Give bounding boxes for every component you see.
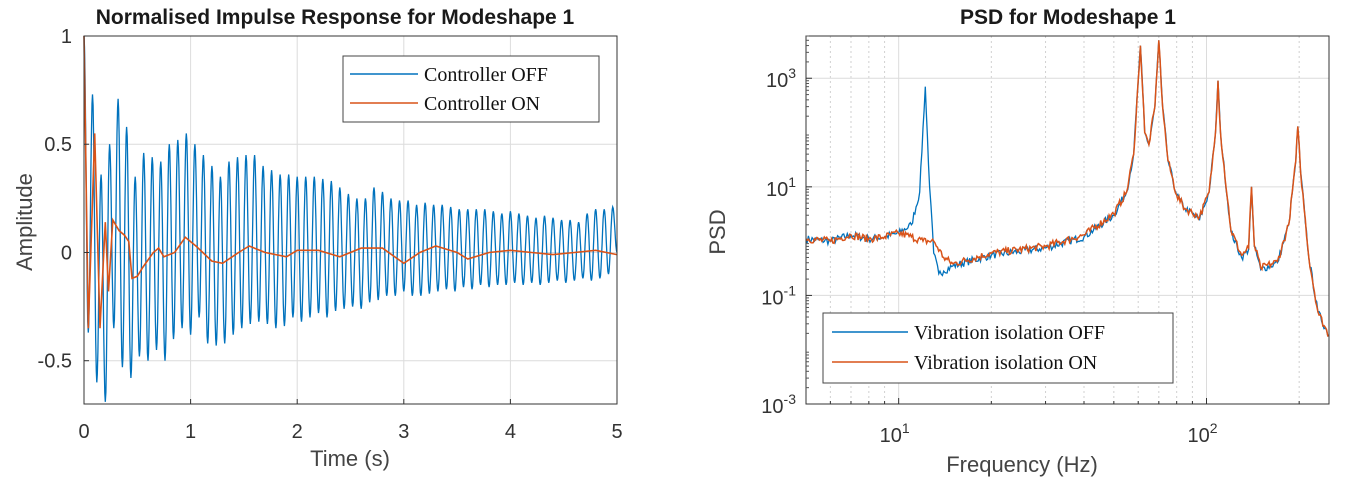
chart-title: PSD for Modeshape 1 (960, 6, 1176, 29)
x-tick-label: 101 (880, 420, 910, 447)
plot-frame (805, 35, 1330, 405)
x-tick-label: 0 (78, 421, 89, 443)
chart-title: Normalised Impulse Response for Modeshap… (96, 6, 575, 29)
y-axis-label: PSD (705, 209, 730, 254)
x-axis-label: Time (s) (310, 446, 390, 471)
y-tick-label: 0 (61, 242, 72, 264)
x-tick-label: 3 (398, 421, 409, 443)
series-line-controller-on (83, 35, 618, 329)
legend: Controller OFF Controller ON (342, 55, 600, 123)
legend-label-controller-off: Controller OFF (424, 64, 548, 86)
y-tick-label: 0.5 (44, 134, 72, 156)
legend-label-isolation-on: Vibration isolation ON (914, 352, 1097, 374)
y-tick-label: 10-3 (761, 391, 796, 418)
psd-chart: PSD for Modeshape 1 101 102 103 101 10-1 10-3… (705, 6, 1330, 477)
y-tick-label: 10-1 (761, 282, 796, 309)
x-tick-label: 5 (611, 421, 622, 443)
x-axis-label: Frequency (Hz) (946, 452, 1098, 477)
series-line-isolation-on (805, 40, 1330, 337)
y-tick-label: 103 (766, 65, 796, 92)
x-tick-label: 2 (292, 421, 303, 443)
x-tick-label: 1 (185, 421, 196, 443)
legend-label-isolation-off: Vibration isolation OFF (914, 322, 1105, 344)
y-tick-label: 101 (766, 174, 796, 201)
x-tick-label: 102 (1187, 420, 1217, 447)
y-tick-label: 1 (61, 26, 72, 48)
y-axis-label: Amplitude (12, 173, 37, 271)
legend-label-controller-on: Controller ON (424, 93, 540, 115)
y-tick-label: -0.5 (38, 351, 72, 373)
impulse-response-chart: Normalised Impulse Response for Modeshap… (12, 6, 623, 471)
legend: Vibration isolation OFF Vibration isolat… (822, 312, 1174, 384)
series-line-controller-off (83, 35, 618, 402)
plot-frame (83, 35, 618, 405)
x-tick-label: 4 (505, 421, 516, 443)
